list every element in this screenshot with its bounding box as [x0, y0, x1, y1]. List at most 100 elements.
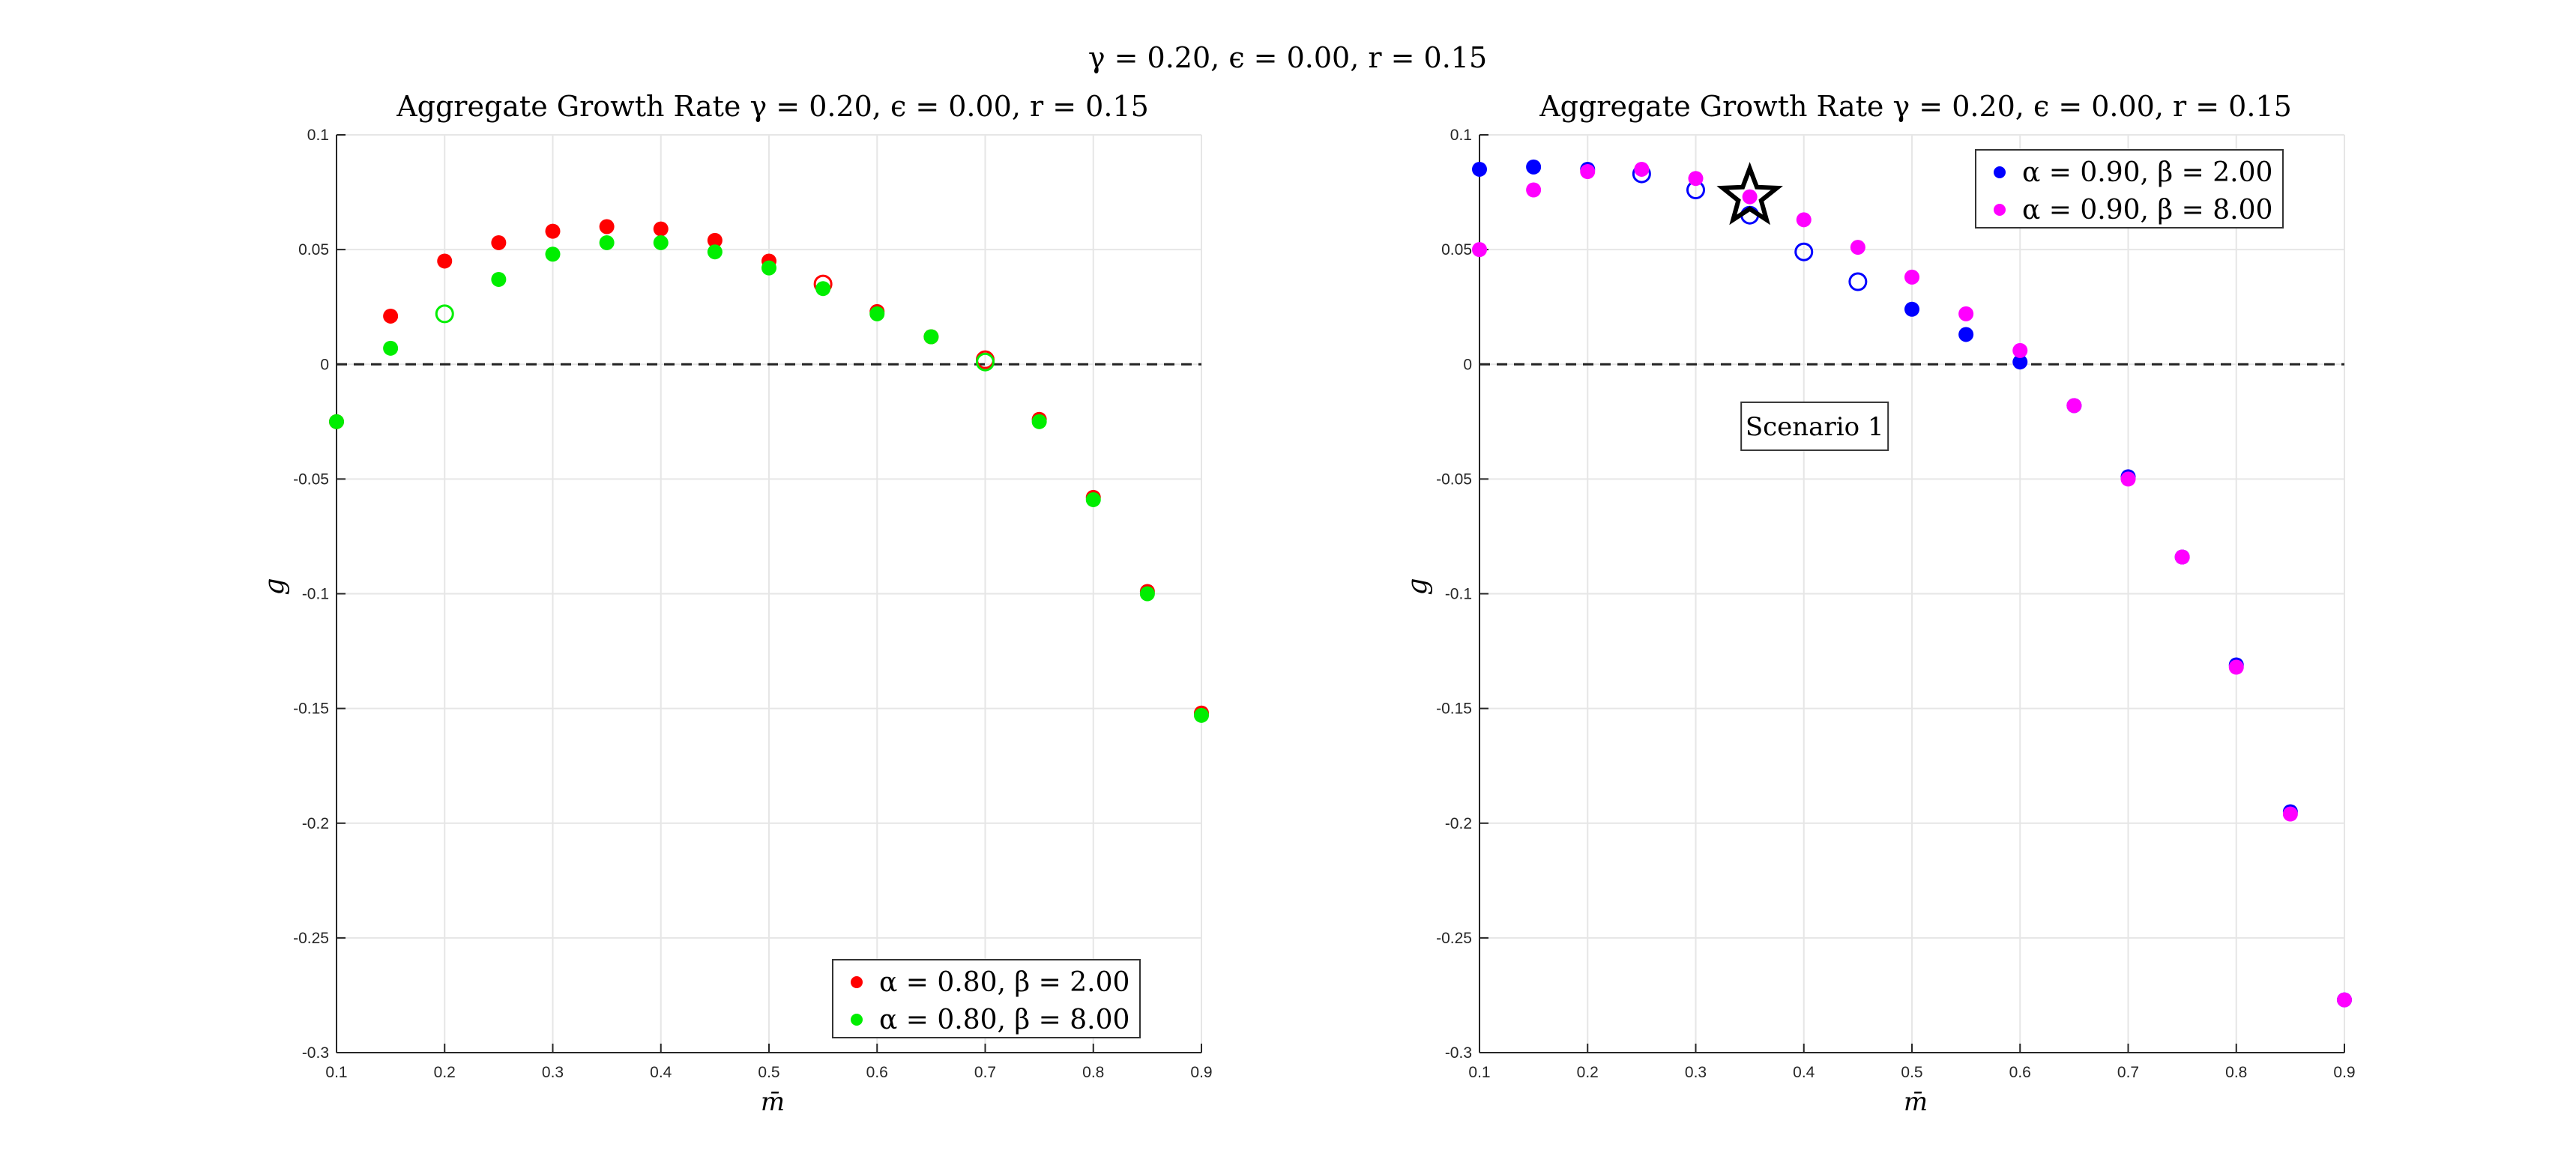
- right-series-1-point: [1958, 306, 1974, 321]
- left-legend-label-0: α = 0.80, β = 2.00: [879, 967, 1129, 998]
- left-x-tick-label: 0.1: [325, 1064, 347, 1081]
- left-y-tick-label: -0.1: [302, 586, 329, 603]
- left-y-tick-label: -0.2: [302, 815, 329, 832]
- right-series-1-point: [1850, 240, 1865, 255]
- right-series-1-point: [2228, 659, 2244, 675]
- right-x-tick-label: 0.6: [2009, 1064, 2031, 1081]
- right-series-1-point: [2120, 471, 2136, 487]
- left-series-1-point: [1194, 707, 1209, 723]
- left-chart-xlabel: m̄: [761, 1087, 785, 1117]
- left-x-tick-label: 0.5: [758, 1064, 779, 1081]
- left-series-1-point: [491, 271, 507, 287]
- right-x-tick-label: 0.9: [2333, 1064, 2355, 1081]
- right-x-tick-label: 0.7: [2117, 1064, 2139, 1081]
- right-legend-frame: [1975, 149, 2284, 229]
- right-series-1-point: [1526, 182, 1542, 198]
- left-series-1-point: [707, 244, 723, 260]
- left-y-tick-label: -0.25: [293, 930, 329, 947]
- left-series-1-point: [976, 352, 995, 372]
- left-legend: α = 0.80, β = 2.00 α = 0.80, β = 8.00: [832, 959, 1141, 1038]
- left-series-1-point: [329, 414, 344, 429]
- right-series-1-point: [1742, 189, 1758, 205]
- right-y-tick-label: -0.25: [1436, 930, 1472, 947]
- right-series-0-point: [1472, 161, 1487, 177]
- right-y-tick-label: 0: [1463, 356, 1472, 373]
- right-x-tick-label: 0.4: [1793, 1064, 1815, 1081]
- right-x-tick-label: 0.2: [1577, 1064, 1599, 1081]
- right-series-0-point: [2012, 354, 2028, 370]
- left-chart-title: Aggregate Growth Rate γ = 0.20, ϵ = 0.00…: [396, 90, 1149, 123]
- right-y-tick-label: 0.1: [1450, 127, 1472, 144]
- right-series-0-point: [1794, 242, 1814, 261]
- right-chart-xlabel: m̄: [1904, 1087, 1928, 1117]
- left-series-1: [329, 234, 1209, 723]
- left-series-1-point: [1085, 491, 1101, 507]
- right-legend-marker-1: [1994, 204, 2006, 216]
- left-series-1-point: [383, 340, 399, 356]
- left-series-1-point: [815, 281, 831, 297]
- left-x-tick-label: 0.2: [434, 1064, 456, 1081]
- right-annotation-frame: [1740, 401, 1889, 451]
- right-legend-marker-0: [1994, 166, 2006, 178]
- right-annotation-text: Scenario 1: [1746, 412, 1884, 442]
- right-series-1-point: [2174, 549, 2190, 565]
- left-x-tick-label: 0.8: [1082, 1064, 1104, 1081]
- left-legend-label-1: α = 0.80, β = 8.00: [879, 1005, 1129, 1035]
- right-legend-label-0: α = 0.90, β = 2.00: [2022, 157, 2272, 188]
- left-x-tick-label: 0.7: [974, 1064, 996, 1081]
- right-star-marker: [1716, 162, 1783, 226]
- right-chart-ylabel: g: [1402, 578, 1433, 595]
- left-series-1-point: [1139, 586, 1155, 602]
- right-series-1-point: [2066, 398, 2082, 414]
- right-x-tick-label: 0.3: [1685, 1064, 1707, 1081]
- left-series-0-point: [653, 221, 669, 237]
- right-series-1-point: [2282, 806, 2298, 822]
- right-series-1-point: [2012, 342, 2028, 358]
- left-series-1-point: [545, 246, 561, 262]
- left-legend-marker-1: [851, 1014, 863, 1026]
- left-y-tick-label: -0.05: [293, 470, 329, 488]
- left-y-tick-label: 0.1: [307, 127, 329, 144]
- left-chart-panel: Aggregate Growth Rate γ = 0.20, ϵ = 0.00…: [259, 90, 1213, 1117]
- left-series-0-point: [545, 223, 561, 239]
- left-series-1-point: [1031, 414, 1047, 429]
- left-series-1-point: [599, 234, 615, 250]
- left-chart-ylabel: g: [259, 578, 290, 595]
- left-legend-frame: [832, 959, 1141, 1038]
- left-series-1-point: [761, 260, 776, 276]
- left-series-0-point: [707, 232, 723, 248]
- right-legend: α = 0.90, β = 2.00 α = 0.90, β = 8.00: [1975, 149, 2284, 229]
- left-series-0-point: [599, 219, 615, 234]
- right-y-tick-label: 0.05: [1441, 241, 1472, 258]
- left-series-1-point: [435, 304, 454, 324]
- right-series-0-point: [1848, 272, 1868, 291]
- right-x-tick-label: 0.1: [1468, 1064, 1490, 1081]
- right-chart-panel: Aggregate Growth Rate γ = 0.20, ϵ = 0.00…: [1402, 90, 2356, 1117]
- right-series-1-point: [1472, 242, 1487, 258]
- right-series-1-point: [1580, 164, 1596, 179]
- left-series-1-point: [653, 234, 669, 250]
- right-chart-title: Aggregate Growth Rate γ = 0.20, ϵ = 0.00…: [1539, 90, 2292, 123]
- right-series-1-point: [1904, 269, 1919, 285]
- right-series-1-point: [2337, 992, 2352, 1008]
- left-y-tick-label: -0.15: [293, 701, 329, 718]
- left-y-tick-label: -0.3: [302, 1044, 329, 1062]
- right-series-1: [1472, 161, 2352, 1008]
- right-x-tick-label: 0.5: [1901, 1064, 1922, 1081]
- left-legend-marker-0: [851, 976, 863, 988]
- right-series-0-point: [1958, 327, 1974, 342]
- left-x-tick-label: 0.3: [542, 1064, 564, 1081]
- right-x-tick-label: 0.8: [2225, 1064, 2247, 1081]
- right-series-1-point: [1688, 171, 1704, 187]
- left-series-0-point: [491, 234, 507, 250]
- left-series-1-point: [923, 329, 939, 345]
- right-series-1-point: [1634, 161, 1650, 177]
- left-y-tick-label: 0: [320, 356, 329, 373]
- right-y-tick-label: -0.1: [1445, 586, 1472, 603]
- left-series-1-point: [869, 306, 885, 321]
- right-y-tick-label: -0.05: [1436, 470, 1472, 488]
- left-y-tick-label: 0.05: [298, 241, 329, 258]
- left-series-0-point: [383, 308, 399, 324]
- figure-suptitle: γ = 0.20, ϵ = 0.00, r = 0.15: [1088, 41, 1487, 74]
